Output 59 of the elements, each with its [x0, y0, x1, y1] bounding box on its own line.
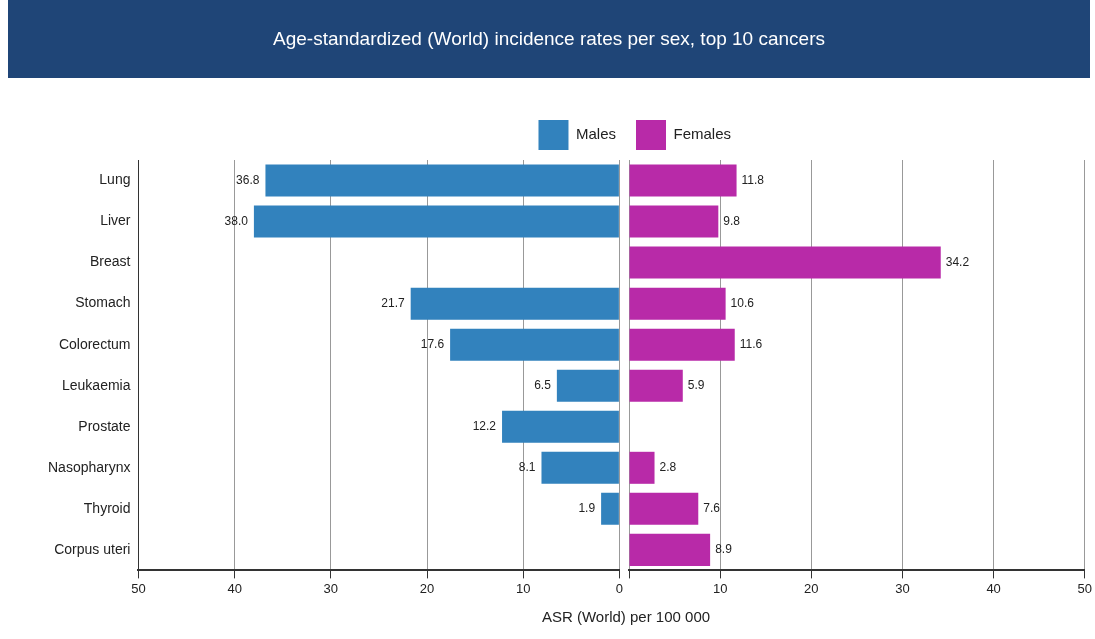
bar	[629, 533, 711, 566]
data-label: 8.9	[715, 542, 733, 557]
data-label: 11.6	[739, 336, 763, 351]
bar	[629, 246, 941, 279]
data-label: 2.8	[659, 460, 677, 475]
bar	[541, 451, 619, 484]
legend-label: Males	[575, 125, 616, 143]
x-tick-label: 10	[712, 580, 728, 596]
bar	[629, 164, 737, 197]
legend-label: Females	[673, 125, 732, 143]
x-tick-label: 50	[131, 580, 146, 596]
y-tick-label: Colorectum	[58, 335, 131, 352]
data-label: 8.1	[518, 460, 536, 475]
y-tick-label: Corpus uteri	[54, 540, 131, 557]
bar	[629, 205, 719, 238]
bar	[502, 410, 619, 443]
bar	[629, 328, 735, 361]
data-label: 21.7	[381, 295, 405, 310]
x-tick-label: 30	[895, 580, 910, 596]
x-tick-label: 30	[323, 580, 339, 596]
bar	[265, 164, 619, 197]
data-label: 11.8	[741, 172, 765, 187]
bar	[629, 451, 655, 484]
x-tick-label: 50	[1077, 580, 1092, 596]
bar	[601, 492, 619, 525]
x-tick-label: 20	[804, 580, 819, 596]
data-label: 9.8	[723, 213, 741, 228]
data-label: 36.8	[236, 172, 260, 187]
y-tick-label: Thyroid	[83, 499, 131, 516]
bar	[556, 369, 619, 402]
data-label: 5.9	[687, 378, 705, 393]
x-tick-label: 40	[986, 580, 1001, 596]
data-label: 34.2	[945, 254, 970, 269]
data-label: 6.5	[534, 378, 552, 393]
data-label: 17.6	[420, 336, 445, 351]
y-tick-label: Nasopharynx	[47, 458, 131, 475]
chart-title: Age-standardized (World) incidence rates per sex, top 10 cancers	[8, 0, 1090, 78]
x-axis-title: ASR (World) per 100 000	[541, 608, 711, 625]
bar	[253, 205, 619, 238]
data-label: 38.0	[224, 213, 249, 228]
data-label: 12.2	[472, 419, 497, 434]
x-tick-label: 20	[419, 580, 435, 596]
bar	[450, 328, 619, 361]
y-tick-label: Prostate	[78, 417, 131, 434]
y-tick-label: Breast	[90, 253, 131, 270]
data-label: 10.6	[730, 295, 755, 310]
x-tick-label: 0	[615, 580, 623, 596]
x-tick-label: 10	[515, 580, 531, 596]
bar	[629, 492, 699, 525]
data-label: 1.9	[578, 501, 596, 516]
y-tick-label: Liver	[100, 212, 131, 229]
bar	[629, 369, 683, 402]
y-tick-label: Lung	[99, 171, 131, 188]
y-tick-label: Leukaemia	[61, 376, 131, 393]
bar	[410, 287, 619, 320]
bar	[629, 287, 726, 320]
data-label: 7.6	[703, 501, 721, 516]
x-tick-label: 40	[227, 580, 242, 596]
y-tick-label: Stomach	[75, 294, 131, 311]
